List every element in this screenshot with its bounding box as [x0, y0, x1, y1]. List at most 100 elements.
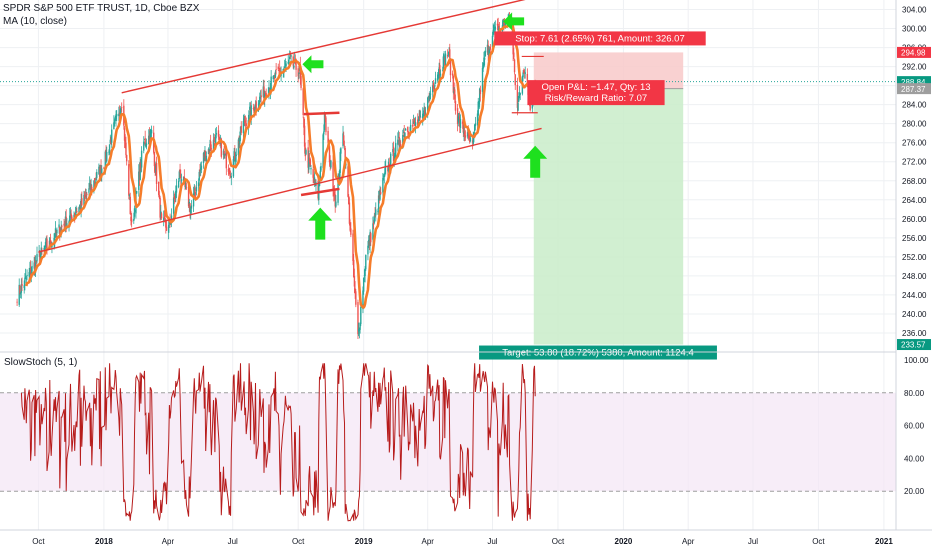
- candle-body: [155, 162, 158, 184]
- candle-body: [479, 89, 482, 95]
- candle-body: [108, 144, 111, 154]
- candle-body: [45, 241, 47, 243]
- price-tick-label: 276.00: [902, 139, 927, 148]
- candle-body: [329, 161, 331, 165]
- candle-body: [369, 232, 371, 246]
- candle-body: [259, 96, 261, 103]
- candle-body: [116, 113, 118, 117]
- candle-body: [310, 168, 312, 170]
- time-tick-label: Apr: [682, 537, 695, 546]
- candle-body: [133, 208, 136, 217]
- candle-body: [413, 120, 415, 123]
- candle-body: [468, 132, 470, 138]
- candle-body: [268, 87, 270, 93]
- candle-body: [274, 75, 276, 80]
- candle-body: [109, 139, 112, 144]
- candle-body: [61, 225, 63, 227]
- candle-body: [288, 56, 291, 60]
- candle-body: [56, 229, 58, 234]
- candle-body: [419, 115, 421, 120]
- candle-body: [459, 116, 461, 127]
- price-tag-stop: [897, 46, 931, 58]
- candle-body: [180, 174, 182, 179]
- candle-body: [108, 151, 110, 153]
- candle-body: [387, 166, 389, 172]
- stoch-tick-label: 40.00: [904, 454, 925, 463]
- candle-body: [130, 216, 132, 222]
- candle-body: [357, 328, 360, 332]
- arrow-left-icon: [503, 12, 525, 31]
- candle-body: [397, 139, 399, 145]
- price-tick-label: 292.00: [902, 63, 927, 72]
- candle-body: [338, 175, 340, 180]
- candle-body: [54, 228, 57, 238]
- candle-body: [33, 262, 35, 269]
- candle-body: [409, 124, 412, 131]
- candle-body: [285, 63, 287, 67]
- candle-body: [320, 165, 322, 171]
- time-tick-label: 2020: [615, 537, 633, 546]
- candle-body: [229, 174, 231, 176]
- time-tick-label: Apr: [421, 537, 434, 546]
- candle-body: [75, 212, 77, 213]
- candle-body: [399, 145, 401, 147]
- candle-body: [444, 57, 446, 66]
- ma-legend: MA (10, close): [3, 16, 67, 27]
- candle-body: [264, 93, 267, 94]
- pnl-label-text: Open P&L: −1.47, Qty: 13: [541, 82, 650, 93]
- candle-body: [133, 219, 135, 221]
- candle-body: [212, 139, 215, 151]
- candle-body: [404, 128, 407, 131]
- candle-body: [219, 140, 222, 145]
- candle-body: [49, 237, 51, 246]
- candle-body: [302, 88, 304, 115]
- candle-body: [482, 65, 484, 69]
- candle-body: [343, 135, 345, 145]
- candle-body: [483, 57, 485, 67]
- candle-body: [195, 192, 197, 194]
- candle-body: [185, 185, 187, 189]
- candle-body: [459, 118, 462, 129]
- candle-body: [210, 148, 213, 150]
- candle-body: [378, 194, 381, 199]
- candle-body: [317, 180, 319, 199]
- time-tick-label: 2019: [355, 537, 373, 546]
- candle-body: [55, 230, 57, 234]
- candle-body: [263, 86, 265, 100]
- candle-body: [432, 83, 435, 89]
- candle-body: [348, 202, 351, 224]
- candle-body: [360, 306, 362, 325]
- candle-body: [434, 78, 437, 84]
- candle-body: [24, 277, 26, 284]
- price-tick-label: 244.00: [902, 291, 927, 300]
- candle-body: [368, 241, 371, 246]
- candle-body: [239, 137, 241, 145]
- stoch-legend: SlowStoch (5, 1): [4, 357, 78, 368]
- candle-body: [242, 121, 245, 134]
- candle-body: [342, 133, 344, 146]
- candle-body: [493, 27, 496, 30]
- candle-body: [362, 290, 364, 310]
- candle-body: [265, 93, 267, 98]
- candle-body: [303, 125, 306, 147]
- candle-body: [522, 72, 524, 78]
- candle-body: [192, 193, 195, 207]
- candle-body: [145, 144, 147, 148]
- candle-body: [477, 101, 479, 116]
- candle-body: [41, 249, 43, 251]
- candle-body: [135, 190, 138, 194]
- candle-body: [204, 151, 207, 162]
- channel-lower-line: [38, 127, 542, 253]
- candle-body: [476, 113, 479, 126]
- candle-body: [514, 74, 516, 86]
- candle-body: [519, 93, 521, 95]
- candle-body: [472, 137, 474, 144]
- candle-body: [101, 168, 103, 178]
- candle-body: [76, 211, 78, 213]
- candle-body: [106, 151, 108, 162]
- candle-body: [489, 46, 492, 50]
- candle-body: [64, 216, 67, 230]
- candle-body: [103, 167, 105, 169]
- price-tag-target: [897, 339, 931, 351]
